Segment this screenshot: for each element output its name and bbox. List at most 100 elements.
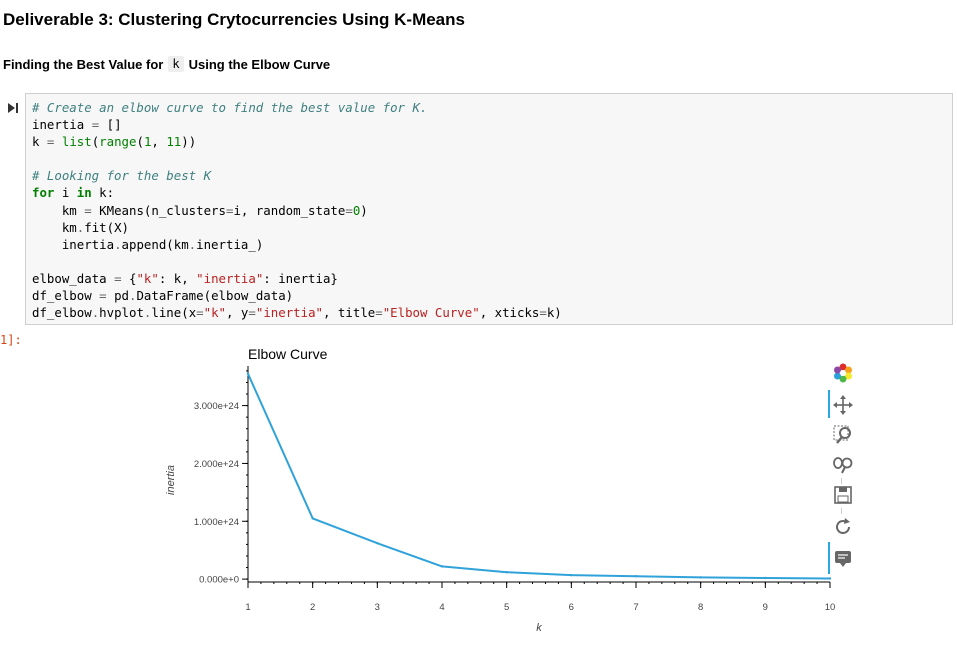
code-token: , y: [226, 305, 249, 321]
chart-toolbar: [828, 362, 858, 577]
code-token: k:: [91, 185, 115, 201]
y-tick-label: 2.000e+24: [194, 459, 239, 470]
code-token: =: [99, 288, 107, 304]
code-token: "k": [136, 270, 159, 286]
code-line: [32, 253, 952, 270]
code-line: # Looking for the best K: [32, 167, 952, 184]
code-token: (: [91, 134, 100, 150]
bokeh-logo-icon[interactable]: [832, 362, 854, 384]
code-line: km.fit(X): [32, 219, 952, 236]
code-token: # Looking for the best K: [32, 168, 212, 184]
x-tick-label: 6: [569, 602, 574, 613]
toolbar-separator: [841, 508, 842, 514]
code-token: .: [76, 219, 85, 235]
code-token: =: [114, 270, 122, 286]
code-token: []: [99, 117, 122, 133]
box-zoom-icon[interactable]: [832, 424, 854, 446]
x-tick-label: 1: [245, 602, 250, 613]
reset-icon[interactable]: [832, 516, 854, 538]
data-point: [505, 571, 508, 574]
code-editor[interactable]: # Create an elbow curve to find the best…: [26, 94, 952, 321]
subheading-text-before: Finding the Best Value for: [3, 56, 164, 72]
code-token: in: [76, 185, 92, 201]
chart-title: Elbow Curve: [248, 346, 328, 362]
data-point: [376, 542, 379, 545]
x-tick-label: 3: [375, 602, 380, 613]
code-token: list: [61, 134, 92, 150]
code-token: (: [136, 134, 144, 150]
code-token: =: [91, 117, 100, 133]
subheading-text-after: Using the Elbow Curve: [188, 56, 331, 72]
code-token: df_elbow: [32, 288, 100, 304]
wheel-zoom-icon[interactable]: [832, 454, 854, 476]
code-line: k = list(range(1, 11)): [32, 133, 952, 150]
code-line: df_elbow.hvplot.line(x="k", y="inertia",…: [32, 304, 952, 321]
inertia-series-line: [247, 373, 831, 580]
subheading-inline-code: k: [168, 56, 184, 72]
code-token: elbow_data: [32, 270, 115, 286]
code-token: =: [84, 202, 92, 218]
code-cell-input[interactable]: # Create an elbow curve to find the best…: [25, 93, 953, 325]
code-token: pd: [106, 288, 129, 304]
save-icon[interactable]: [832, 484, 854, 506]
y-tick-label: 0.000e+0: [199, 575, 239, 586]
code-token: .: [188, 236, 197, 252]
code-token: 1: [143, 134, 152, 150]
data-point: [311, 517, 314, 520]
code-token: inertia: [32, 117, 92, 133]
data-point: [764, 576, 767, 580]
x-tick-label: 8: [698, 602, 703, 613]
code-token: : k,: [158, 270, 197, 286]
code-token: .: [143, 305, 152, 321]
code-token: df_elbow: [32, 305, 92, 321]
notebook-heading: Deliverable 3: Clustering Crytocurrencie…: [3, 10, 465, 29]
code-token: =: [46, 134, 55, 150]
code-token: =: [345, 202, 353, 218]
code-token: inertia: [32, 236, 115, 252]
code-line: km = KMeans(n_clusters=i, random_state=0…: [32, 202, 952, 219]
notebook-subheading: Finding the Best Value for k Using the E…: [3, 56, 330, 72]
code-token: "inertia": [255, 305, 324, 321]
code-token: , xticks: [479, 305, 540, 321]
code-token: for: [32, 185, 55, 201]
data-point: [699, 576, 702, 579]
code-token: # Create an elbow curve to find the best…: [32, 100, 428, 115]
code-line: inertia = []: [32, 116, 952, 133]
code-token: )): [181, 134, 197, 150]
code-token: km: [32, 202, 85, 218]
code-token: .: [129, 288, 137, 304]
y-tick-label: 1.000e+24: [194, 517, 239, 528]
code-line: for i in k:: [32, 184, 952, 201]
code-token: hvplot: [99, 305, 144, 321]
code-token: i: [54, 185, 77, 201]
code-token: i, random_state: [233, 202, 346, 218]
code-token: 0: [352, 202, 361, 218]
toolbar-separator: [841, 478, 842, 484]
code-token: line(x: [151, 305, 197, 321]
y-tick-label: 3.000e+24: [194, 401, 239, 412]
x-tick-label: 9: [763, 602, 768, 613]
code-token: km: [32, 219, 77, 235]
elbow-curve-chart[interactable]: Elbow Curve inertia k 0.000e+0 1.000e+24 2…: [150, 335, 840, 635]
x-tick-label: 7: [633, 602, 638, 613]
output-prompt: 1]:: [0, 333, 22, 347]
run-cell-icon[interactable]: [7, 102, 21, 114]
code-line: elbow_data = {"k": k, "inertia": inertia…: [32, 270, 952, 287]
code-token: [54, 134, 61, 149]
code-token: ): [360, 202, 368, 218]
code-token: DataFrame(elbow_data): [136, 288, 294, 304]
data-point: [440, 565, 444, 568]
y-axis-label: inertia: [165, 465, 177, 495]
code-token: range: [99, 134, 137, 150]
pan-icon[interactable]: [832, 394, 854, 416]
code-token: append(km: [121, 236, 189, 252]
code-token: : inertia}: [263, 270, 338, 286]
data-point: [634, 575, 638, 578]
code-token: k): [546, 305, 562, 321]
code-token: .: [114, 236, 122, 252]
hover-icon[interactable]: [832, 548, 854, 570]
code-token: =: [539, 305, 547, 321]
data-point: [828, 577, 832, 580]
code-token: =: [225, 202, 234, 218]
x-tick-label: 10: [825, 602, 836, 613]
